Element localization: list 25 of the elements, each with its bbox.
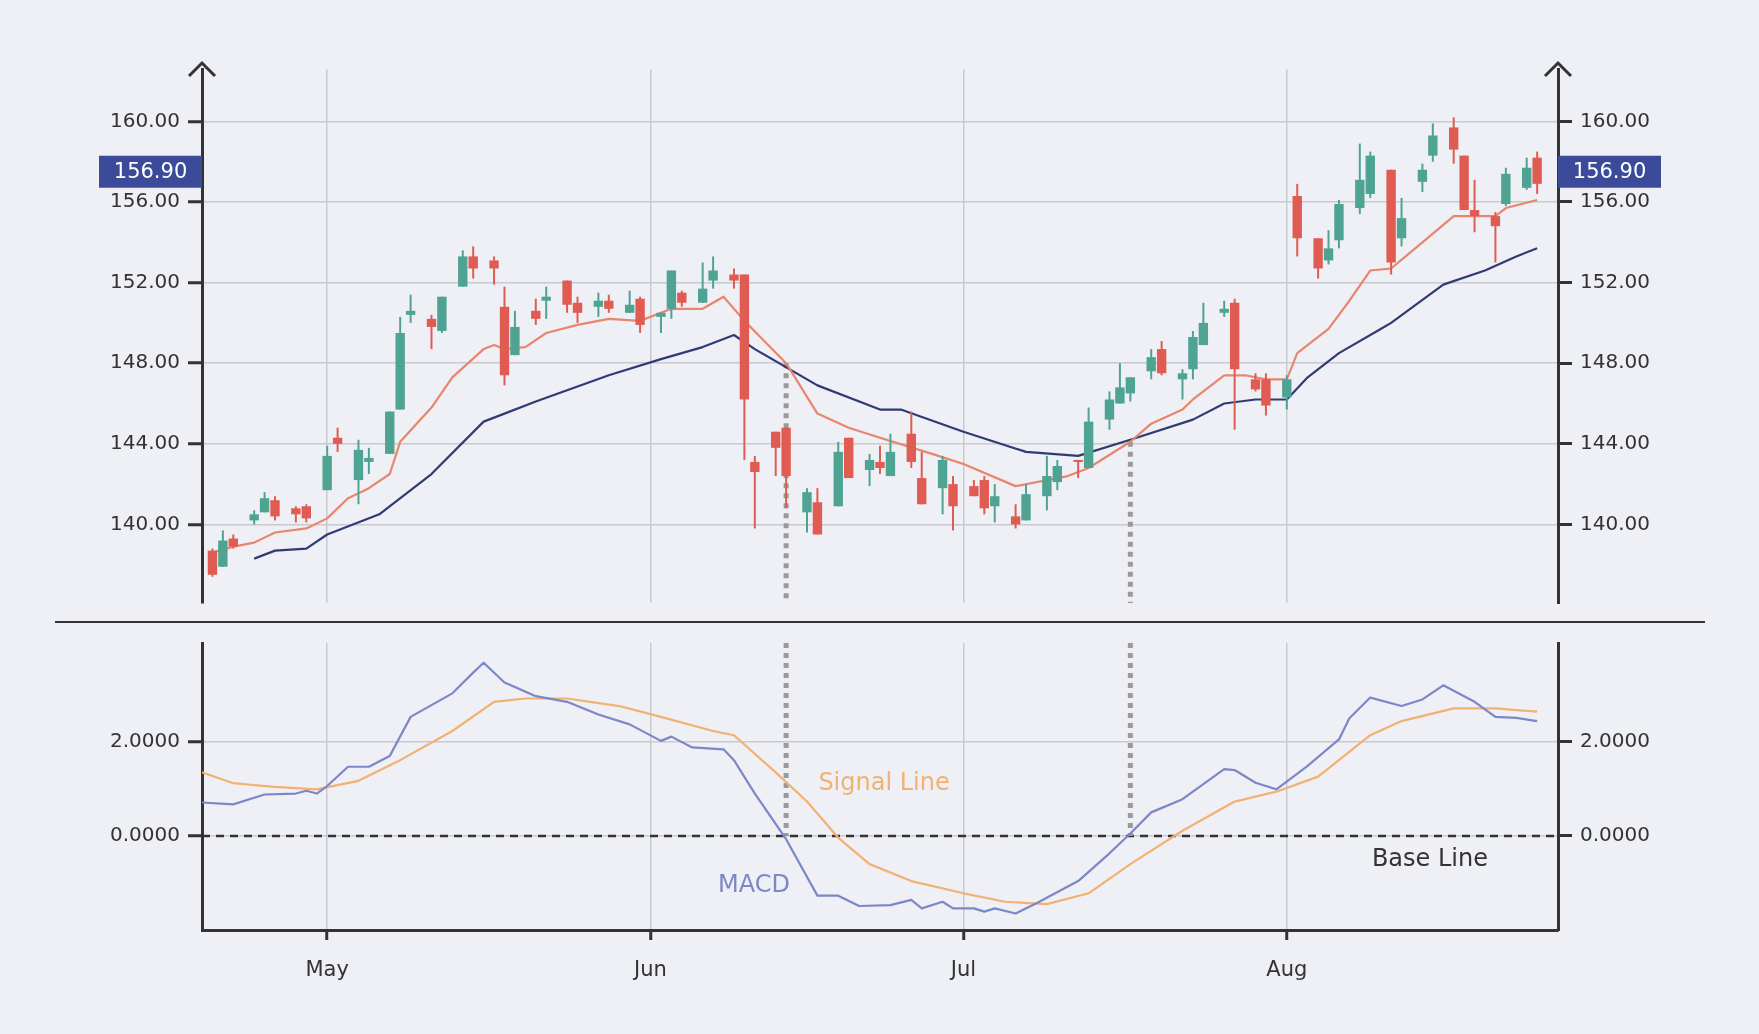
y-tick-label: 144.00 (1580, 430, 1650, 455)
x-tick-label: Jul (948, 957, 977, 982)
x-tick-label: Jun (632, 957, 667, 982)
series-label: MACD (717, 870, 790, 899)
ref-line-label: Base Line (1371, 844, 1488, 873)
text: 156.90 (113, 159, 188, 184)
y2-tick-label: 152.00 (110, 268, 180, 293)
y2-tick-label: 156.00 (110, 188, 180, 213)
y2-tick-label: 140.00 (110, 510, 180, 535)
y2-tick-label: 2.0000 (110, 728, 180, 753)
y-tick-label: 148.00 (1580, 349, 1650, 374)
y2-tick-label: 148.00 (110, 349, 180, 374)
y-tick-label: 140.00 (1580, 510, 1650, 535)
y-tick-label: 2.0000 (1580, 728, 1650, 753)
y-tick-label: 156.00 (1580, 188, 1650, 213)
y2-tick-label: 144.00 (110, 430, 180, 455)
x-tick-label: Aug (1266, 957, 1308, 982)
y2-tick-label: 0.0000 (110, 822, 180, 847)
text: 156.90 (1572, 159, 1647, 184)
y-tick-label: 160.00 (1580, 107, 1650, 132)
series-label: Signal Line (818, 767, 950, 796)
y-tick-label: 152.00 (1580, 268, 1650, 293)
y-tick-label: 0.0000 (1580, 822, 1650, 847)
x-tick-label: May (305, 957, 349, 982)
y2-tick-label: 160.00 (110, 107, 180, 132)
